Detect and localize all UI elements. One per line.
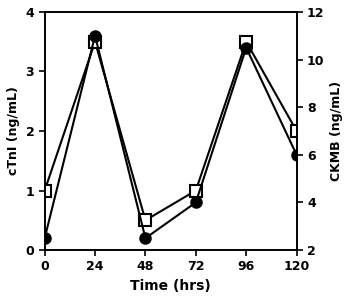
CK-MB	[194, 201, 198, 204]
CK-MB	[144, 236, 148, 240]
cTNI	[194, 189, 198, 192]
Line: CK-MB: CK-MB	[39, 30, 302, 244]
Y-axis label: CKMB (ng/mL): CKMB (ng/mL)	[330, 81, 343, 181]
cTNI	[43, 189, 47, 192]
X-axis label: Time (hrs): Time (hrs)	[130, 279, 211, 293]
Y-axis label: cTnI (ng/mL): cTnI (ng/mL)	[7, 87, 20, 176]
cTNI	[144, 218, 148, 222]
Line: cTNI: cTNI	[39, 36, 302, 226]
CK-MB	[244, 46, 248, 50]
CK-MB	[294, 153, 299, 157]
cTNI	[244, 40, 248, 44]
CK-MB	[93, 34, 97, 38]
cTNI	[294, 129, 299, 133]
CK-MB	[43, 236, 47, 240]
cTNI	[93, 40, 97, 44]
